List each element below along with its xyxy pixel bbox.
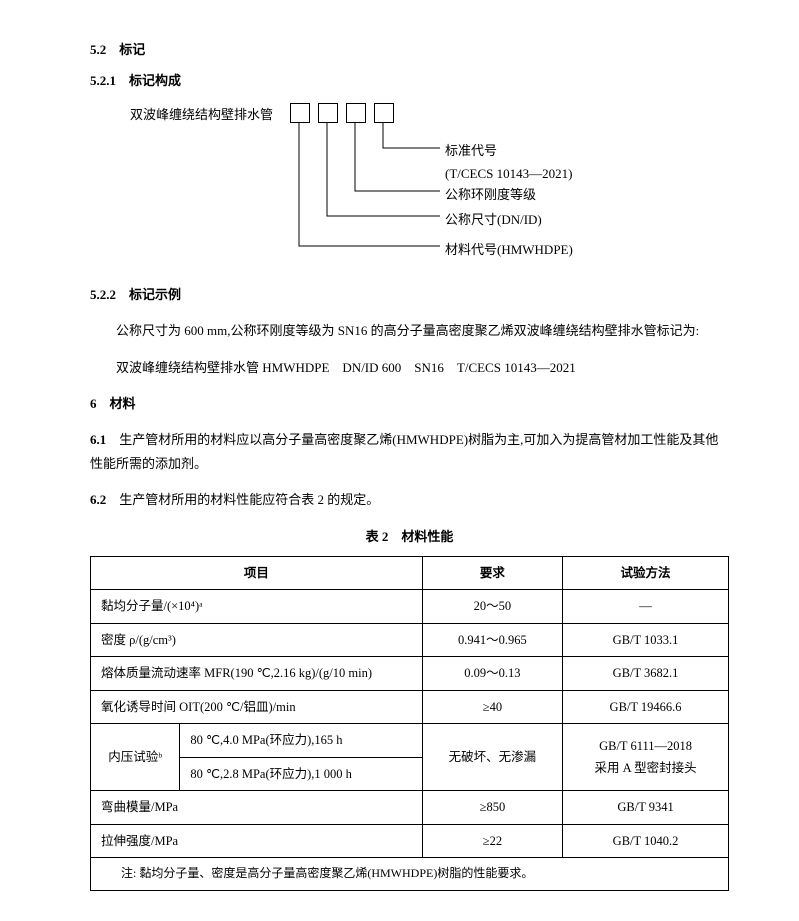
sec-title: 材料	[110, 396, 136, 411]
para-6-2: 6.2 生产管材所用的材料性能应符合表 2 的规定。	[90, 488, 729, 511]
sec-num: 6.1	[90, 432, 106, 447]
cell: 弯曲模量/MPa	[91, 791, 423, 825]
table-row: 内压试验ᵇ 80 ℃,4.0 MPa(环应力),165 h 无破坏、无渗漏 GB…	[91, 724, 729, 758]
cell: GB/T 1033.1	[563, 623, 729, 657]
example-desc: 公称尺寸为 600 mm,公称环刚度等级为 SN16 的高分子量高密度聚乙烯双波…	[90, 319, 729, 342]
cell: —	[563, 590, 729, 624]
cell: 80 ℃,2.8 MPa(环应力),1 000 h	[180, 757, 422, 791]
sec-num: 6.2	[90, 492, 106, 507]
table-row: 密度 ρ/(g/cm³) 0.941～0.965 GB/T 1033.1	[91, 623, 729, 657]
sec-num: 6	[90, 396, 97, 411]
th-item: 项目	[91, 556, 423, 590]
cell: GB/T 6111—2018 采用 A 型密封接头	[563, 724, 729, 791]
cell: ≥22	[422, 824, 562, 858]
table-caption: 表 2 材料性能	[90, 525, 729, 548]
table-row: 氧化诱导时间 OIT(200 ℃/铝皿)/min ≥40 GB/T 19466.…	[91, 690, 729, 724]
diagram-label-2: 公称环刚度等级	[445, 183, 536, 206]
cell: 熔体质量流动速率 MFR(190 ℃,2.16 kg)/(g/10 min)	[91, 657, 423, 691]
table-row: 弯曲模量/MPa ≥850 GB/T 9341	[91, 791, 729, 825]
table-footnote-row: 注: 黏均分子量、密度是高分子量高密度聚乙烯(HMWHDPE)树脂的性能要求。	[91, 858, 729, 891]
sec-num: 5.2.1	[90, 73, 116, 88]
para-text: 生产管材所用的材料应以高分子量高密度聚乙烯(HMWHDPE)树脂为主,可加入为提…	[90, 432, 718, 470]
section-5-2-2: 5.2.2 标记示例	[90, 283, 729, 306]
example-code: 双波峰缠绕结构壁排水管 HMWHDPE DN/ID 600 SN16 T/CEC…	[116, 356, 729, 379]
cell: 0.09～0.13	[422, 657, 562, 691]
table-header-row: 项目 要求 试验方法	[91, 556, 729, 590]
cell: 黏均分子量/(×10⁴)ᵃ	[91, 590, 423, 624]
diagram-label-3: 公称尺寸(DN/ID)	[445, 208, 542, 231]
footnote-cell: 注: 黏均分子量、密度是高分子量高密度聚乙烯(HMWHDPE)树脂的性能要求。	[91, 858, 729, 891]
table-row: 拉伸强度/MPa ≥22 GB/T 1040.2	[91, 824, 729, 858]
sec-num: 5.2.2	[90, 287, 116, 302]
sec-title: 标记	[119, 42, 145, 57]
cell: ≥40	[422, 690, 562, 724]
sec-title: 标记示例	[129, 287, 181, 302]
th-method: 试验方法	[563, 556, 729, 590]
marking-diagram: 双波峰缠绕结构壁排水管 标准代号 (T/CECS 10143—2021) 公称环…	[130, 103, 729, 273]
cell: 无破坏、无渗漏	[422, 724, 562, 791]
cell: 内压试验ᵇ	[91, 724, 180, 791]
section-6: 6 材料	[90, 392, 729, 415]
cell: GB/T 9341	[563, 791, 729, 825]
cell: 氧化诱导时间 OIT(200 ℃/铝皿)/min	[91, 690, 423, 724]
cell: 密度 ρ/(g/cm³)	[91, 623, 423, 657]
table-row: 黏均分子量/(×10⁴)ᵃ 20～50 —	[91, 590, 729, 624]
para-6-1: 6.1 生产管材所用的材料应以高分子量高密度聚乙烯(HMWHDPE)树脂为主,可…	[90, 428, 729, 475]
section-5-2: 5.2 标记	[90, 38, 729, 61]
th-req: 要求	[422, 556, 562, 590]
material-table: 项目 要求 试验方法 黏均分子量/(×10⁴)ᵃ 20～50 — 密度 ρ/(g…	[90, 556, 729, 891]
section-5-2-1: 5.2.1 标记构成	[90, 69, 729, 92]
diagram-label-4: 材料代号(HMWHDPE)	[445, 238, 573, 261]
para-text: 生产管材所用的材料性能应符合表 2 的规定。	[119, 492, 379, 507]
cell: 20～50	[422, 590, 562, 624]
sec-num: 5.2	[90, 42, 106, 57]
cell: GB/T 1040.2	[563, 824, 729, 858]
table-row: 熔体质量流动速率 MFR(190 ℃,2.16 kg)/(g/10 min) 0…	[91, 657, 729, 691]
cell: GB/T 19466.6	[563, 690, 729, 724]
cell: ≥850	[422, 791, 562, 825]
cell: 80 ℃,4.0 MPa(环应力),165 h	[180, 724, 422, 758]
cell: 拉伸强度/MPa	[91, 824, 423, 858]
cell: GB/T 3682.1	[563, 657, 729, 691]
sec-title: 标记构成	[129, 73, 181, 88]
diagram-label-1: 标准代号 (T/CECS 10143—2021)	[445, 139, 572, 186]
cell: 0.941～0.965	[422, 623, 562, 657]
